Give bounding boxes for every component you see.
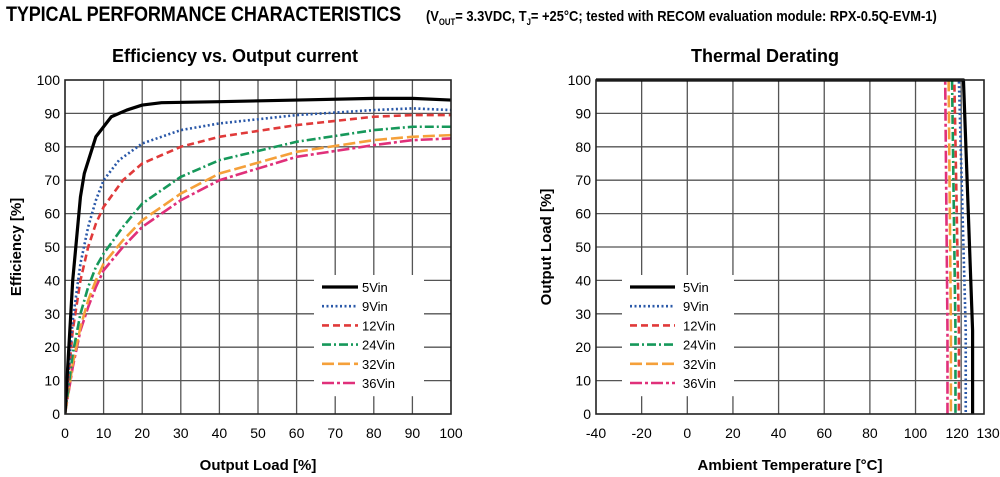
plot-frame [64,79,452,415]
legend: 5Vin 9Vin 12Vin 24Vin 32Vin 36Vin [622,275,734,397]
legend-label-32vin: 32Vin [362,357,395,372]
x-tick-label: 60 [289,425,305,441]
legend-label-24vin: 24Vin [683,338,716,353]
series-line-24vin [65,125,451,414]
x-tick-label: 30 [173,425,189,441]
x-tick-label: 40 [212,425,228,441]
y-tick-label: 40 [44,272,60,288]
x-tick-label: -40 [586,425,606,441]
y-tick-label: 10 [575,373,591,389]
y-tick-label: 10 [44,373,60,389]
y-tick-label: 20 [44,339,60,355]
x-tick-label: 0 [683,425,691,441]
x-tick-label: 0 [61,425,69,441]
series-line-5vin [65,96,451,414]
x-tick-label: 80 [862,425,878,441]
legend-background [314,275,424,397]
test-conditions: (VOUT= 3.3VDC, TJ= +25°C; tested with RE… [426,8,937,27]
legend-label-9vin: 9Vin [362,299,388,314]
y-tick-label: 90 [575,105,591,121]
x-tick-label: 90 [405,425,421,441]
x-tick-label: 80 [366,425,382,441]
legend-label-36vin: 36Vin [683,376,716,391]
y-axis-label: Output Load [%] [538,189,555,306]
tj-subscript: J [526,17,531,27]
page-title: TYPICAL PERFORMANCE CHARACTERISTICS [6,3,401,26]
y-tick-label: 30 [575,306,591,322]
series-group [65,96,451,414]
test-conditions-rest: = +25°C; tested with RECOM evaluation mo… [530,8,937,25]
y-tick-label: 40 [575,272,591,288]
x-tick-label: -20 [632,425,652,441]
y-tick-label: 0 [52,406,60,422]
plot-frame [595,79,985,415]
y-tick-label: 50 [575,239,591,255]
x-tick-label: 100 [439,425,463,441]
legend-label-5vin: 5Vin [362,280,388,295]
chart-title: Thermal Derating [691,46,839,66]
y-tick-label: 90 [44,105,60,121]
y-tick-label: 80 [575,139,591,155]
y-tick-label: 60 [44,206,60,222]
y-tick-label: 20 [575,339,591,355]
y-tick-label: 0 [583,406,591,422]
series-line-9vin [65,107,451,414]
legend-label-12vin: 12Vin [683,318,716,333]
y-tick-label: 80 [44,139,60,155]
x-tick-label: 20 [725,425,741,441]
test-conditions-open: (V [425,8,439,25]
efficiency-chart: Efficiency vs. Output current 0 10 20 30 40 50… [8,46,463,474]
y-tick-label: 70 [44,172,60,188]
legend-label-32vin: 32Vin [683,357,716,372]
x-tick-label: 70 [327,425,343,441]
x-tick-label: 100 [904,425,928,441]
y-tick-label: 50 [44,239,60,255]
vout-subscript: OUT [438,17,455,27]
x-tick-label: 50 [250,425,266,441]
y-tick-label: 70 [575,172,591,188]
legend-label-24vin: 24Vin [362,338,395,353]
thermal-derating-chart: Thermal Derating-40 -20 0 20 40 60 80 100 120 130… [538,46,1000,474]
x-tick-label: 40 [771,425,787,441]
legend-background [622,275,734,397]
legend-label-12vin: 12Vin [362,318,395,333]
page-header: TYPICAL PERFORMANCE CHARACTERISTICS (VOU… [6,3,1000,27]
x-axis-label: Output Load [%] [200,457,317,474]
legend-label-36vin: 36Vin [362,376,395,391]
legend-label-9vin: 9Vin [683,299,709,314]
x-tick-label: 120 [945,425,969,441]
chart-title: Efficiency vs. Output current [112,46,358,66]
x-tick-label: 20 [134,425,150,441]
y-tick-label: 100 [568,72,592,88]
y-tick-label: 60 [575,206,591,222]
test-conditions-mid: = 3.3VDC, T [454,8,527,25]
x-tick-label: 60 [816,425,832,441]
y-tick-label: 30 [44,306,60,322]
y-axis-label: Efficiency [%] [8,198,25,296]
x-tick-label: 130 [976,425,1000,441]
legend-label-5vin: 5Vin [683,280,709,295]
series-line-32vin [65,133,451,414]
series-line-12vin [65,113,451,414]
x-tick-label: 10 [96,425,112,441]
legend: 5Vin 9Vin 12Vin 24Vin 32Vin 36Vin [314,275,424,397]
x-axis-label: Ambient Temperature [°C] [698,457,883,474]
y-tick-label: 100 [37,72,61,88]
